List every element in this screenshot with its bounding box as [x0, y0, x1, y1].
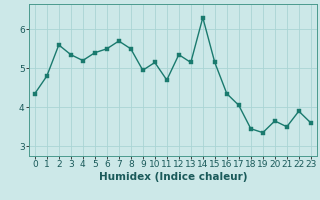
- X-axis label: Humidex (Indice chaleur): Humidex (Indice chaleur): [99, 172, 247, 182]
